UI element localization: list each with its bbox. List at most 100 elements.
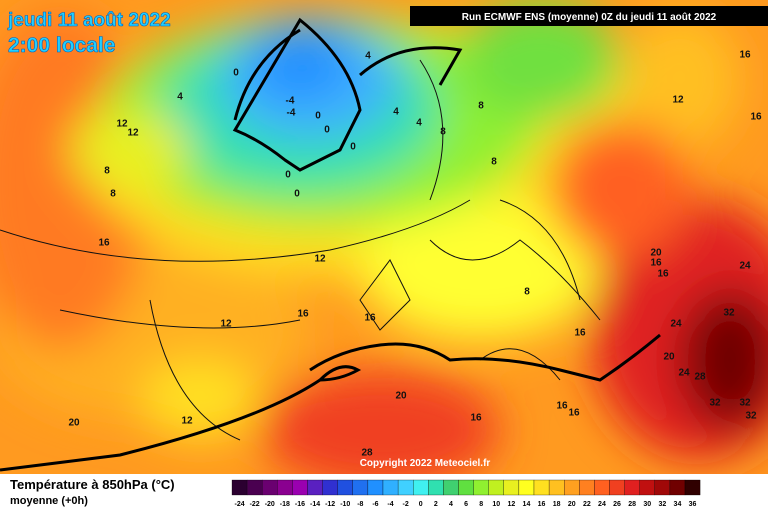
color-swatch [397,479,414,496]
color-swatch [488,479,504,496]
contour-label: 16 [364,313,376,324]
contour-label: 4 [177,92,183,103]
color-swatch [367,479,384,496]
contour-label: 0 [294,189,300,200]
color-swatch [654,479,671,496]
scale-tick-label: -4 [387,501,393,508]
scale-tick-label: -18 [280,501,290,508]
contour-label: 28 [694,372,706,383]
color-swatch [307,479,323,496]
contour-label: 16 [470,413,482,424]
color-swatch [684,479,701,496]
contour-label: 16 [650,258,662,269]
scale-tick-label: -2 [403,501,409,508]
time-title: 2:00 locale [8,34,115,57]
color-swatch [428,479,444,496]
scale-tick-label: -10 [340,501,350,508]
scale-tick-label: 30 [643,501,651,508]
scale-tick-label: -6 [372,501,378,508]
scale-tick-label: 12 [507,501,515,508]
contour-label: 16 [568,408,580,419]
color-swatch [579,479,595,496]
contour-label: 0 [285,170,291,181]
scale-tick-label: 8 [479,501,483,508]
scale-tick-label: -22 [250,501,260,508]
color-swatch [458,479,474,496]
contour-label: 16 [574,328,586,339]
color-swatch [382,479,399,496]
contour-label: 24 [670,319,682,330]
contour-label: 32 [745,411,757,422]
scale-tick-label: 16 [538,501,546,508]
color-swatch [609,479,625,496]
color-swatch [548,479,565,496]
contour-label: -4 [287,108,296,119]
color-swatch [443,479,459,496]
contour-label: 24 [678,368,690,379]
contour-label: 0 [315,111,321,122]
contour-label: 8 [491,157,497,168]
scale-tick-label: 22 [583,501,591,508]
contour-label: 20 [68,418,80,429]
scale-tick-label: -12 [325,501,335,508]
temperature-field [0,0,768,474]
color-swatch [518,479,535,496]
contour-label: 12 [314,254,326,265]
contour-label: -4 [286,96,295,107]
contour-label: 0 [324,125,330,136]
run-text: Run ECMWF ENS (moyenne) 0Z du jeudi 11 a… [462,12,717,23]
color-scale: -24 -22 -20 -18 -16 -14 -12 -10 -8 -6 -4 -2 0 2 4 6 8 10 1… [231,479,701,508]
contour-label: 20 [663,352,675,363]
color-swatch [503,479,520,496]
contour-label: 0 [350,142,356,153]
contour-label: 4 [393,107,399,118]
color-swatch [352,479,369,496]
color-swatch [594,479,610,496]
color-swatch [262,479,278,496]
contour-label: 4 [365,51,371,62]
color-swatch [564,479,580,496]
contour-label: 32 [709,398,721,409]
scale-tick-label: -20 [265,501,275,508]
color-swatch [473,479,489,496]
contour-label: 16 [556,401,568,412]
run-banner [410,6,768,26]
scale-tick-label: 10 [492,501,500,508]
date-title: jeudi 11 août 2022 [7,10,171,31]
legend-title: Température à 850hPa (°C) [10,477,175,492]
scale-tick-label: -14 [310,501,320,508]
scale-tick-label: 4 [449,501,453,508]
contour-label: 16 [297,309,309,320]
scale-tick-label: -16 [295,501,305,508]
scale-tick-label: 34 [674,501,682,508]
color-swatch [624,479,640,496]
contour-label: 12 [672,95,684,106]
color-swatch [533,479,550,496]
scale-tick-label: 18 [553,501,561,508]
contour-label: 16 [739,50,751,61]
color-swatch [413,479,429,496]
color-swatch [669,479,686,496]
contour-label: 16 [98,238,110,249]
contour-label: 24 [739,261,751,272]
contour-label: 28 [361,448,373,459]
contour-label: 8 [110,189,116,200]
contour-label: 12 [181,416,193,427]
scale-tick-label: -24 [234,501,244,508]
legend-subtitle: moyenne (+0h) [10,495,88,507]
contour-label: 4 [416,118,422,129]
scale-tick-label: 6 [464,501,468,508]
scale-tick-label: 28 [628,501,636,508]
scale-tick-label: 32 [658,501,666,508]
scale-tick-label: 2 [434,501,438,508]
contour-label: 8 [104,166,110,177]
contour-label: 20 [395,391,407,402]
scale-tick-label: 0 [419,501,423,508]
copyright: Copyright 2022 Meteociel.fr [360,458,491,469]
color-swatch [292,479,308,496]
contour-label: 12 [127,128,139,139]
scale-tick-label: 24 [598,501,606,508]
contour-label: 8 [524,287,530,298]
